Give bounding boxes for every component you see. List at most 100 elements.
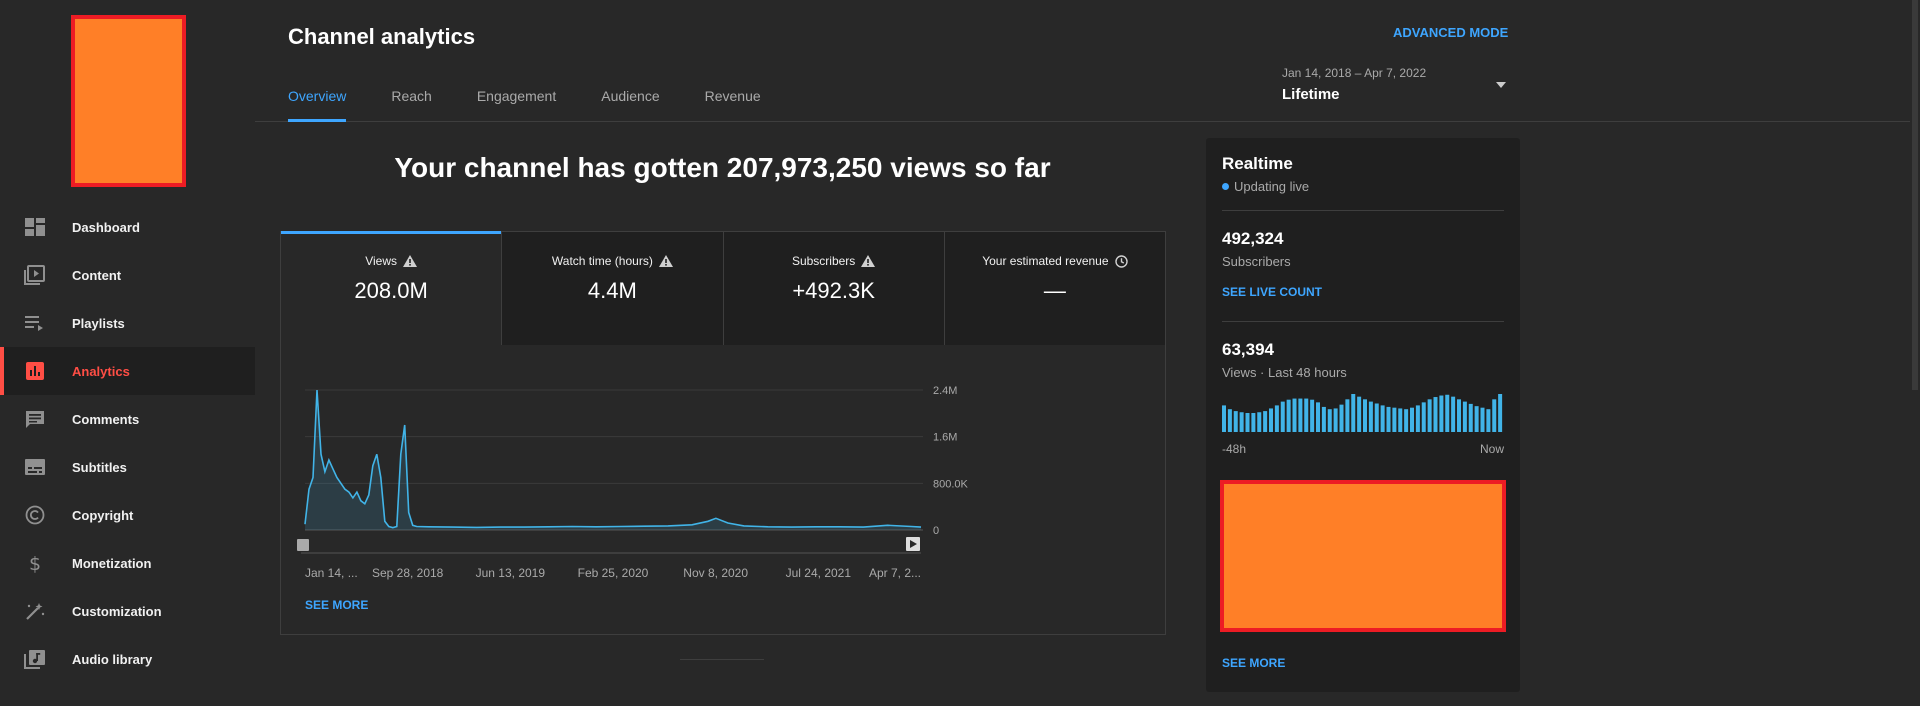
- realtime-bar[interactable]: [1263, 411, 1268, 432]
- realtime-bar[interactable]: [1351, 394, 1356, 432]
- realtime-bar[interactable]: [1333, 408, 1338, 432]
- realtime-views-bar-chart[interactable]: [1222, 394, 1504, 432]
- realtime-bar[interactable]: [1480, 407, 1485, 432]
- realtime-bar[interactable]: [1433, 397, 1438, 432]
- realtime-bar[interactable]: [1286, 399, 1291, 432]
- y-tick-label: 2.4M: [933, 385, 957, 397]
- realtime-bar[interactable]: [1357, 396, 1362, 432]
- realtime-bar[interactable]: [1233, 411, 1238, 432]
- tab-engagement[interactable]: Engagement: [476, 88, 557, 104]
- realtime-bar[interactable]: [1251, 413, 1256, 432]
- channel-avatar-redacted[interactable]: [71, 15, 186, 187]
- sidebar-item-playlists[interactable]: Playlists: [0, 299, 255, 347]
- copyright-icon: [24, 505, 46, 525]
- page-header: Channel analytics ADVANCED MODE Overview…: [255, 0, 1910, 122]
- realtime-bar[interactable]: [1339, 404, 1344, 432]
- realtime-views-count: 63,394: [1222, 340, 1274, 359]
- realtime-bar[interactable]: [1368, 401, 1373, 432]
- metric-label: Your estimated revenue: [982, 254, 1109, 268]
- views-headline: Your channel has gotten 207,973,250 view…: [394, 152, 1051, 183]
- tab-overview[interactable]: Overview: [288, 88, 347, 122]
- realtime-bar[interactable]: [1274, 405, 1279, 432]
- tab-audience[interactable]: Audience: [601, 88, 660, 104]
- realtime-bar[interactable]: [1374, 403, 1379, 433]
- sidebar-item-label: Customization: [72, 603, 162, 619]
- warning-icon[interactable]: [658, 255, 673, 267]
- metric-tab-revenue[interactable]: Your estimated revenue —: [944, 232, 1165, 345]
- realtime-bar[interactable]: [1457, 399, 1461, 432]
- sidebar-item-content[interactable]: Content: [0, 251, 255, 299]
- tab-reach[interactable]: Reach: [391, 88, 432, 104]
- audio-library-icon: [24, 649, 46, 669]
- sidebar-item-audio-library[interactable]: Audio library: [0, 635, 255, 683]
- realtime-bar[interactable]: [1410, 407, 1414, 432]
- realtime-bar[interactable]: [1222, 405, 1226, 432]
- x-tick-label: Nov 8, 2020: [683, 566, 748, 580]
- realtime-bar[interactable]: [1321, 406, 1326, 432]
- realtime-bar[interactable]: [1439, 395, 1444, 432]
- realtime-bar[interactable]: [1298, 398, 1303, 432]
- realtime-bar[interactable]: [1386, 406, 1391, 432]
- sidebar-item-customization[interactable]: Customization: [0, 587, 255, 635]
- realtime-bar[interactable]: [1468, 403, 1473, 432]
- tab-revenue[interactable]: Revenue: [704, 88, 761, 104]
- realtime-bar[interactable]: [1227, 409, 1232, 432]
- realtime-bar[interactable]: [1427, 399, 1432, 432]
- realtime-bar[interactable]: [1474, 406, 1479, 432]
- realtime-bar[interactable]: [1280, 401, 1285, 432]
- realtime-bar[interactable]: [1310, 399, 1315, 432]
- sidebar-item-subtitles[interactable]: Subtitles: [0, 443, 255, 491]
- realtime-bar[interactable]: [1257, 412, 1262, 432]
- metric-tab-watch-time[interactable]: Watch time (hours) 4.4M: [502, 232, 724, 345]
- realtime-bar[interactable]: [1380, 405, 1385, 432]
- sidebar-item-copyright[interactable]: Copyright: [0, 491, 255, 539]
- realtime-bar[interactable]: [1421, 402, 1426, 432]
- metric-tab-subscribers[interactable]: Subscribers +492.3K: [723, 232, 945, 345]
- realtime-bar[interactable]: [1486, 409, 1491, 432]
- page-scrollbar[interactable]: [1910, 0, 1920, 706]
- realtime-bar[interactable]: [1445, 394, 1450, 432]
- warning-icon[interactable]: [403, 255, 418, 267]
- realtime-bar[interactable]: [1327, 409, 1332, 432]
- sidebar-item-analytics[interactable]: Analytics: [0, 347, 255, 395]
- scrollbar-thumb[interactable]: [1912, 0, 1918, 390]
- divider: [680, 659, 764, 660]
- sidebar-item-label: Playlists: [72, 315, 125, 331]
- see-more-link[interactable]: SEE MORE: [1222, 656, 1286, 670]
- realtime-bar[interactable]: [1498, 394, 1503, 432]
- see-more-link[interactable]: SEE MORE: [305, 598, 369, 612]
- views-chart[interactable]: 2.4M 1.6M 800.0K 0 Jan 14, ... Sep 28, 2018 Ju…: [281, 345, 1165, 585]
- realtime-bar[interactable]: [1239, 412, 1244, 432]
- date-range-picker[interactable]: Jan 14, 2018 – Apr 7, 2022 Lifetime: [1282, 66, 1516, 103]
- views-area: [305, 390, 921, 530]
- realtime-bar[interactable]: [1304, 398, 1309, 432]
- clock-icon[interactable]: [1114, 254, 1128, 268]
- advanced-mode-link[interactable]: ADVANCED MODE: [1393, 25, 1509, 40]
- see-live-count-link[interactable]: SEE LIVE COUNT: [1222, 285, 1323, 299]
- page-title: Channel analytics: [288, 24, 476, 49]
- realtime-bar[interactable]: [1316, 402, 1320, 432]
- realtime-bar[interactable]: [1245, 413, 1250, 432]
- warning-icon[interactable]: [861, 255, 876, 267]
- sidebar-item-dashboard[interactable]: Dashboard: [0, 203, 255, 251]
- realtime-bar[interactable]: [1415, 405, 1420, 432]
- realtime-bar[interactable]: [1462, 401, 1467, 432]
- realtime-bar[interactable]: [1451, 396, 1456, 432]
- metric-value: 208.0M: [354, 278, 428, 303]
- divider: [1222, 210, 1504, 211]
- realtime-bar[interactable]: [1492, 399, 1497, 432]
- metric-tab-views[interactable]: Views 208.0M: [281, 231, 503, 345]
- realtime-axis-end: Now: [1479, 442, 1504, 456]
- sidebar-item-comments[interactable]: Comments: [0, 395, 255, 443]
- realtime-bar[interactable]: [1404, 409, 1409, 432]
- top-content-redacted[interactable]: [1220, 480, 1506, 632]
- chevron-down-icon: [1496, 82, 1506, 88]
- realtime-bar[interactable]: [1345, 399, 1350, 432]
- sidebar-item-monetization[interactable]: $ Monetization: [0, 539, 255, 587]
- realtime-bar[interactable]: [1363, 399, 1367, 432]
- realtime-bar[interactable]: [1392, 407, 1397, 432]
- metric-value: +492.3K: [792, 278, 875, 303]
- realtime-bar[interactable]: [1269, 408, 1273, 432]
- realtime-bar[interactable]: [1292, 398, 1297, 432]
- realtime-bar[interactable]: [1398, 408, 1403, 432]
